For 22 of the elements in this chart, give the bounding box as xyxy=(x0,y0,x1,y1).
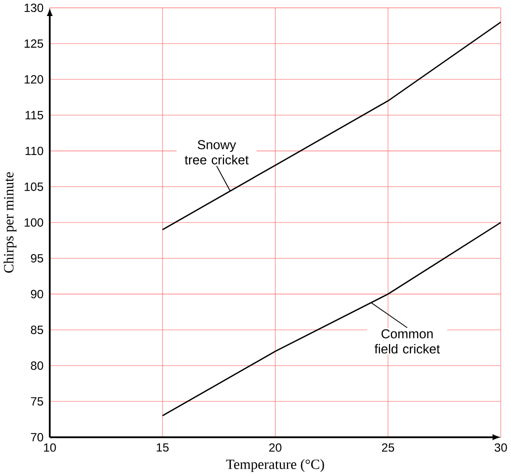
y-tick-label: 100 xyxy=(24,218,44,227)
x-tick-label: 10 xyxy=(44,444,56,452)
x-tick-label: 30 xyxy=(494,444,507,452)
y-tick-label: 90 xyxy=(30,290,44,299)
y-tick-label: 110 xyxy=(26,146,44,156)
y-tick-label: 105 xyxy=(24,182,44,192)
y-tick-label: 70 xyxy=(31,433,44,442)
y-tick-label: 95 xyxy=(30,254,44,263)
x-tick-label: 15 xyxy=(156,444,169,452)
y-tick-label: 115 xyxy=(26,111,44,120)
y-tick-label: 130 xyxy=(24,4,44,12)
x-tick-label: 25 xyxy=(382,444,394,452)
series-label: Snowy tree cricket xyxy=(184,140,249,165)
x-tick-label: 20 xyxy=(269,444,282,452)
y-axis-title: Chirps per minute xyxy=(4,172,16,273)
y-tick-label: 75 xyxy=(31,398,44,406)
y-tick-label: 80 xyxy=(30,362,44,370)
y-tick-label: 120 xyxy=(24,75,44,84)
legend-label: Common field cricket xyxy=(374,329,440,354)
y-tick-label: 125 xyxy=(24,40,44,48)
y-tick-label: 85 xyxy=(30,326,44,334)
x-axis-title: Temperature (°C) xyxy=(226,459,324,472)
